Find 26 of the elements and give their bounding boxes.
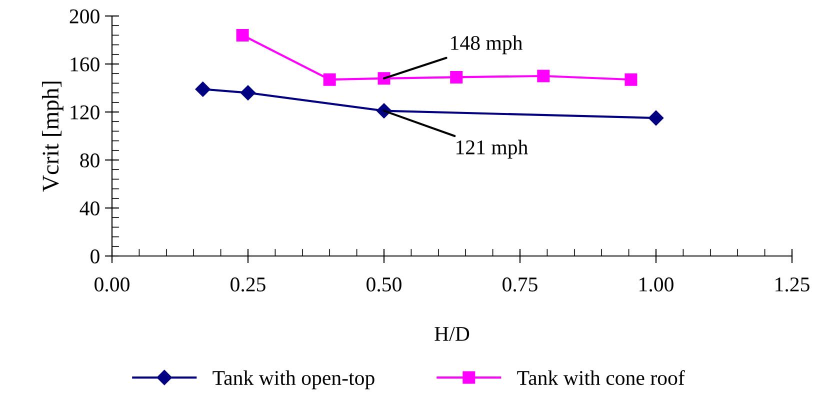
legend-label: Tank with open-top [212, 370, 374, 390]
x-axis-title: H/D [434, 327, 470, 341]
x-tick-label: 0.00 [94, 277, 130, 292]
y-tick-label: 120 [70, 105, 100, 120]
point [450, 70, 463, 84]
point [537, 70, 550, 82]
point [323, 73, 336, 86]
y-axis-title: Vcrit [mph] [42, 82, 64, 192]
point [240, 85, 256, 100]
y-tick-label: 200 [70, 9, 100, 24]
x-tick-label: 0.25 [230, 277, 266, 292]
y-tick-label: 160 [70, 57, 100, 72]
legend-label: Tank with cone roof [517, 370, 685, 386]
point [648, 110, 664, 126]
x-tick-label: 0.75 [502, 277, 538, 292]
x-tick-label: 0.50 [366, 277, 402, 292]
point [236, 28, 249, 42]
annotation: 148 mph [451, 35, 523, 54]
y-tick-label: 40 [80, 201, 100, 216]
annotation: 121 mph [456, 140, 528, 159]
point [195, 82, 210, 97]
y-tick-label: 0 [90, 249, 100, 264]
x-tick-label: 1.00 [640, 277, 674, 292]
y-tick-label: 80 [80, 153, 100, 168]
x-tick-label: 1.25 [776, 277, 810, 292]
point [624, 73, 638, 86]
